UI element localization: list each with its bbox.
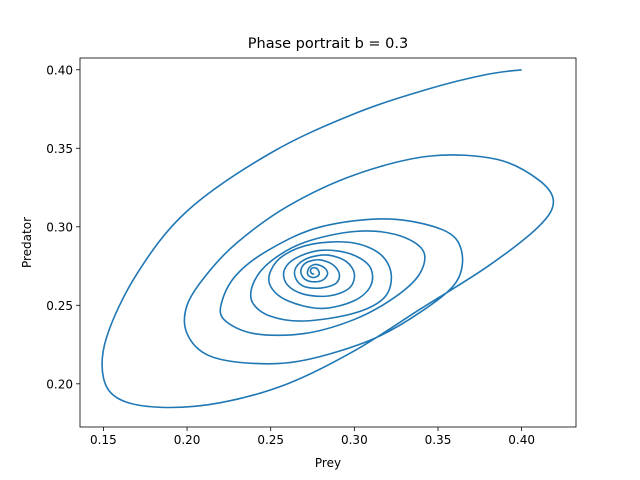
y-tick-label: 0.30 bbox=[46, 220, 73, 234]
x-tick-label: 0.30 bbox=[341, 433, 368, 447]
x-tick-label: 0.20 bbox=[174, 433, 201, 447]
x-axis-label: Prey bbox=[315, 456, 341, 470]
x-axis: 0.15 0.20 0.25 0.30 0.35 0.40 bbox=[90, 427, 535, 447]
y-tick-label: 0.35 bbox=[46, 142, 73, 156]
x-tick-label: 0.25 bbox=[257, 433, 284, 447]
series-layer bbox=[101, 68, 555, 409]
y-tick-label: 0.40 bbox=[46, 63, 73, 77]
chart-title: Phase portrait b = 0.3 bbox=[248, 36, 408, 52]
plot-frame bbox=[79, 57, 577, 428]
x-tick-label: 0.40 bbox=[508, 433, 535, 447]
y-axis-label: Predator bbox=[20, 217, 34, 268]
y-axis: 0.20 0.25 0.30 0.35 0.40 bbox=[46, 63, 80, 391]
series-line bbox=[101, 68, 555, 409]
y-tick-label: 0.20 bbox=[46, 377, 73, 391]
x-tick-label: 0.35 bbox=[425, 433, 452, 447]
x-tick-label: 0.15 bbox=[90, 433, 117, 447]
y-tick-label: 0.25 bbox=[46, 299, 73, 313]
